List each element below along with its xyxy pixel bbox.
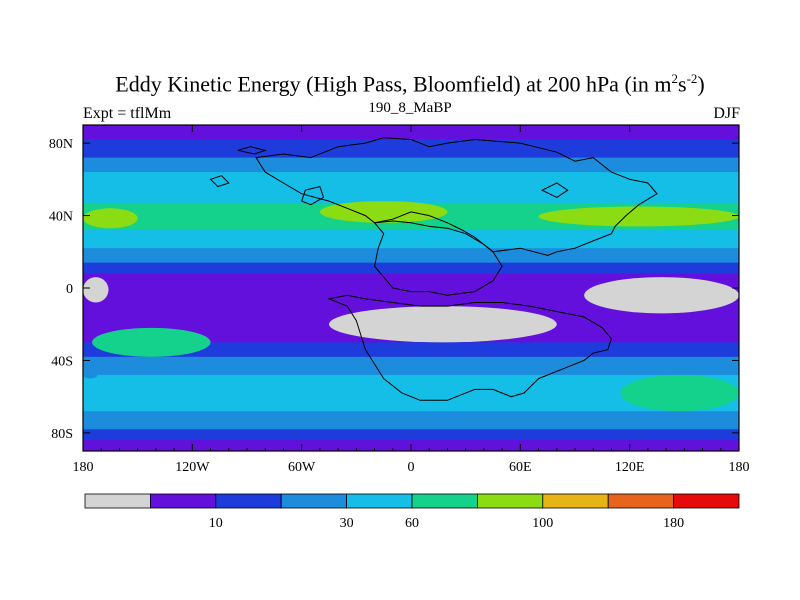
axes: 180 120W 60W 0 60E 120E 180 80N 40N 0 40S 80S bbox=[49, 125, 750, 475]
colorbar: 10 30 60 100 180 bbox=[84, 493, 740, 531]
colorbar-label: 10 bbox=[209, 516, 223, 531]
contour-feature-1 bbox=[538, 206, 739, 227]
coastlines bbox=[209, 137, 658, 401]
colorbar-box-4 bbox=[346, 493, 413, 509]
y-tick-label: 80N bbox=[49, 137, 73, 152]
x-tick-label: 60E bbox=[509, 460, 532, 475]
colorbar-box-3 bbox=[280, 493, 348, 509]
zonal-band-14 bbox=[83, 429, 739, 441]
experiment-label: Expt = tflMm bbox=[83, 105, 172, 122]
colorbar-label: 100 bbox=[532, 516, 553, 531]
coastline-3 bbox=[301, 186, 325, 206]
zonal-band-8 bbox=[83, 262, 739, 275]
colorbar-box-2 bbox=[215, 493, 282, 509]
colorbar-box-9 bbox=[673, 493, 740, 509]
colorbar-box-6 bbox=[476, 493, 544, 509]
colorbar-box-5 bbox=[411, 493, 478, 509]
coastline-0 bbox=[255, 137, 658, 256]
contour-feature-5 bbox=[584, 277, 739, 314]
coastline-1 bbox=[373, 220, 503, 296]
coastline-4 bbox=[237, 146, 267, 155]
x-tick-label: 60W bbox=[288, 460, 316, 475]
zonal-band-11 bbox=[83, 356, 739, 376]
x-tick-label: 0 bbox=[408, 460, 415, 475]
contour-feature-8 bbox=[83, 371, 98, 379]
colorbar-label: 30 bbox=[340, 516, 354, 531]
x-tick-label: 180 bbox=[73, 460, 94, 475]
colorbar-label: 180 bbox=[663, 516, 684, 531]
y-tick-label: 40S bbox=[51, 354, 73, 369]
x-tick-label: 120E bbox=[615, 460, 645, 475]
zonal-band-3 bbox=[83, 172, 739, 191]
colorbar-box-8 bbox=[607, 493, 675, 509]
zonal-band-0 bbox=[83, 125, 739, 140]
contour-feature-7 bbox=[620, 374, 739, 412]
x-tick-label: 180 bbox=[729, 460, 750, 475]
x-tick-label: 120W bbox=[175, 460, 210, 475]
zonal-band-1 bbox=[83, 139, 739, 159]
colorbar-label: 60 bbox=[405, 516, 419, 531]
y-tick-label: 40N bbox=[49, 210, 73, 225]
contour-feature-6 bbox=[92, 327, 211, 357]
coastline-6 bbox=[541, 182, 569, 198]
contour-feature-2 bbox=[319, 201, 448, 223]
contour-feature-4 bbox=[329, 306, 557, 343]
colorbar-box-0 bbox=[84, 493, 151, 509]
zonal-band-4 bbox=[83, 190, 739, 204]
zonal-band-2 bbox=[83, 157, 739, 173]
chart-title: Eddy Kinetic Energy (High Pass, Bloomfie… bbox=[115, 71, 705, 97]
coastline-5 bbox=[209, 175, 230, 188]
contour-feature-0 bbox=[83, 208, 138, 229]
contour-feature-3 bbox=[83, 277, 109, 303]
colorbar-box-7 bbox=[542, 493, 609, 509]
colorbar-box-1 bbox=[149, 493, 217, 509]
zonal-band-10 bbox=[83, 342, 739, 358]
zonal-band-13 bbox=[83, 411, 739, 430]
contour-fields bbox=[83, 125, 739, 451]
zonal-band-7 bbox=[83, 248, 739, 264]
season-label: DJF bbox=[713, 105, 740, 122]
y-tick-label: 0 bbox=[66, 282, 73, 297]
y-tick-label: 80S bbox=[51, 427, 73, 442]
coastline-2 bbox=[327, 294, 612, 401]
zonal-band-6 bbox=[83, 230, 739, 249]
chart-subtitle: 190_8_MaBP bbox=[368, 100, 452, 116]
